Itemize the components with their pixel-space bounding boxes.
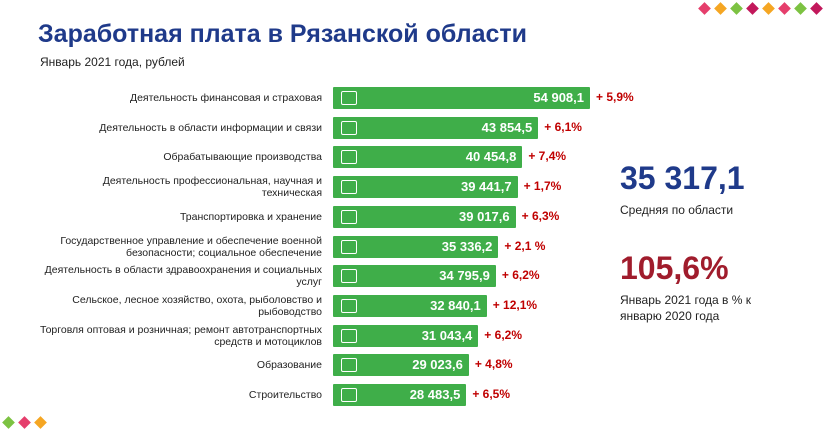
summary-caption: Средняя по области bbox=[620, 203, 734, 217]
value-label: 40 454,8 bbox=[465, 149, 517, 165]
category-label: Деятельность финансовая и страховая bbox=[129, 92, 322, 104]
decoration bbox=[2, 416, 15, 429]
category-label: Деятельность в области здравоохранения и… bbox=[44, 264, 322, 289]
value-label: 39 017,6 bbox=[459, 208, 510, 224]
category-label: Сельское, лесное хозяйство, охота, рыбол… bbox=[72, 293, 322, 318]
value-label: 31 043,4 bbox=[421, 327, 473, 343]
decoration bbox=[810, 2, 823, 15]
summary-value: 35 317,1 bbox=[620, 160, 745, 196]
category-label: Торговля оптовая и розничная; ремонт авт… bbox=[40, 323, 323, 348]
change-label: + 12,1% bbox=[492, 297, 538, 312]
change-label: + 4,8% bbox=[474, 357, 513, 372]
bar-icon bbox=[341, 120, 357, 135]
value-label: 54 908,1 bbox=[533, 90, 584, 105]
chart-title: Заработная плата в Рязанской области bbox=[38, 20, 528, 48]
value-label: 28 483,5 bbox=[409, 387, 461, 402]
chart-subtitle: Январь 2021 года, рублей bbox=[40, 55, 185, 69]
bar-icon bbox=[341, 180, 357, 195]
category-label: Государственное управление и обеспечение… bbox=[60, 234, 322, 259]
decoration bbox=[34, 416, 47, 429]
category-label: Деятельность в области информации и связ… bbox=[99, 121, 322, 134]
bar-icon bbox=[341, 150, 357, 165]
bar-icon bbox=[341, 209, 357, 224]
change-label: + 6,2% bbox=[501, 268, 540, 283]
bar-icon bbox=[341, 298, 357, 313]
category-label: Деятельность профессиональная, научная и… bbox=[102, 175, 322, 200]
bar bbox=[333, 235, 499, 258]
bar-icon bbox=[341, 239, 357, 254]
value-label: 43 854,5 bbox=[481, 119, 533, 135]
category-label: Транспортировка и хранение bbox=[179, 210, 322, 223]
category-label: Образование bbox=[256, 359, 322, 372]
bar-icon bbox=[341, 388, 357, 402]
bar bbox=[333, 87, 590, 109]
change-label: + 2,1 % bbox=[504, 238, 546, 253]
value-label: 34 795,9 bbox=[439, 268, 490, 284]
bar bbox=[333, 324, 479, 347]
bar bbox=[333, 176, 518, 199]
change-label: + 6,1% bbox=[544, 119, 582, 134]
decoration bbox=[730, 2, 743, 15]
change-label: + 5,9% bbox=[596, 90, 634, 104]
category-label: Обрабатывающие производства bbox=[163, 151, 322, 164]
bar bbox=[333, 384, 467, 406]
decoration bbox=[18, 416, 31, 429]
value-label: 35 336,2 bbox=[441, 238, 493, 254]
bar-icon bbox=[341, 91, 357, 105]
summary-caption: Январь 2021 года в % к январю 2020 года bbox=[620, 293, 751, 323]
summary-value: 105,6% bbox=[620, 250, 729, 286]
bar-icon bbox=[341, 269, 357, 284]
decoration bbox=[794, 2, 807, 15]
change-label: + 6,3% bbox=[521, 208, 560, 223]
change-label: + 7,4% bbox=[528, 149, 567, 164]
bar-icon bbox=[341, 328, 357, 343]
bar bbox=[333, 116, 539, 139]
value-label: 32 840,1 bbox=[430, 297, 481, 313]
value-label: 39 441,7 bbox=[460, 179, 512, 195]
decoration bbox=[746, 2, 759, 15]
bar-icon bbox=[341, 358, 357, 373]
change-label: + 6,5% bbox=[472, 387, 511, 401]
bar bbox=[333, 354, 469, 377]
category-label: Строительство bbox=[248, 389, 322, 401]
decoration bbox=[778, 2, 791, 15]
value-label: 29 023,6 bbox=[412, 357, 463, 373]
change-label: + 1,7% bbox=[523, 179, 562, 194]
bar bbox=[333, 265, 496, 288]
decoration bbox=[762, 2, 775, 15]
bar bbox=[333, 294, 487, 317]
decoration bbox=[714, 2, 727, 15]
change-label: + 6,2% bbox=[484, 327, 522, 342]
bar bbox=[333, 146, 523, 169]
decoration bbox=[698, 2, 711, 15]
bar bbox=[333, 205, 516, 228]
